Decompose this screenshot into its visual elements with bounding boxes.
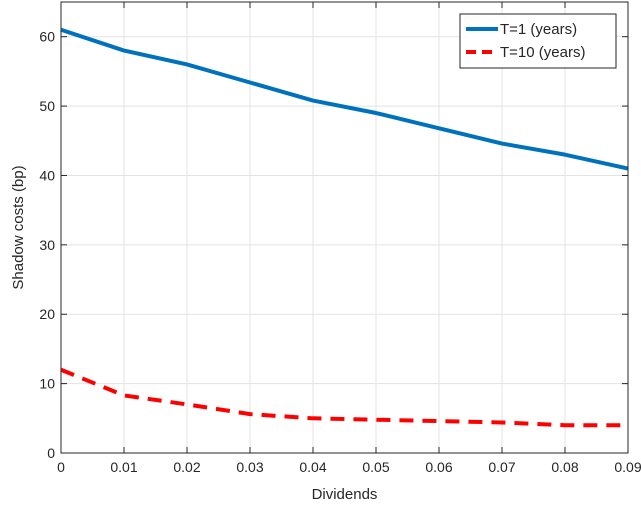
y-tick-label: 50: [39, 98, 55, 114]
ticks: 0 0.01 0.02 0.03 0.04 0.05 0.06 0.07 0.08 0.09 0 10…: [39, 2, 641, 475]
plot-area: [61, 2, 628, 453]
y-axis-label: Shadow costs (bp): [10, 165, 27, 289]
legend: T=1 (years) T=10 (years): [459, 13, 617, 69]
x-tick-label: 0.07: [488, 459, 515, 475]
legend-label-t10: T=10 (years): [500, 44, 585, 61]
x-axis-label: Dividends: [312, 486, 378, 503]
x-tick-label: 0.05: [362, 459, 389, 475]
legend-box: [459, 13, 617, 69]
legend-label-t1: T=1 (years): [500, 21, 577, 38]
x-tick-label: 0.04: [299, 459, 326, 475]
y-tick-label: 10: [39, 376, 55, 392]
x-tick-label: 0.08: [551, 459, 578, 475]
x-tick-label: 0: [57, 459, 65, 475]
y-tick-label: 20: [39, 306, 55, 322]
y-tick-label: 0: [47, 445, 55, 461]
x-tick-label: 0.06: [425, 459, 452, 475]
y-tick-label: 60: [39, 29, 55, 45]
series-line-2: [60, 367, 628, 428]
series-line-1: [60, 27, 629, 171]
y-tick-label: 40: [39, 167, 55, 183]
x-tick-label: 0.02: [173, 459, 200, 475]
x-tick-label: 0.03: [236, 459, 263, 475]
y-tick-label: 30: [39, 237, 55, 253]
x-tick-label: 0.01: [110, 459, 137, 475]
series-group: [60, 27, 629, 428]
axes-box: [60, 1, 629, 454]
x-tick-label: 0.09: [614, 459, 641, 475]
